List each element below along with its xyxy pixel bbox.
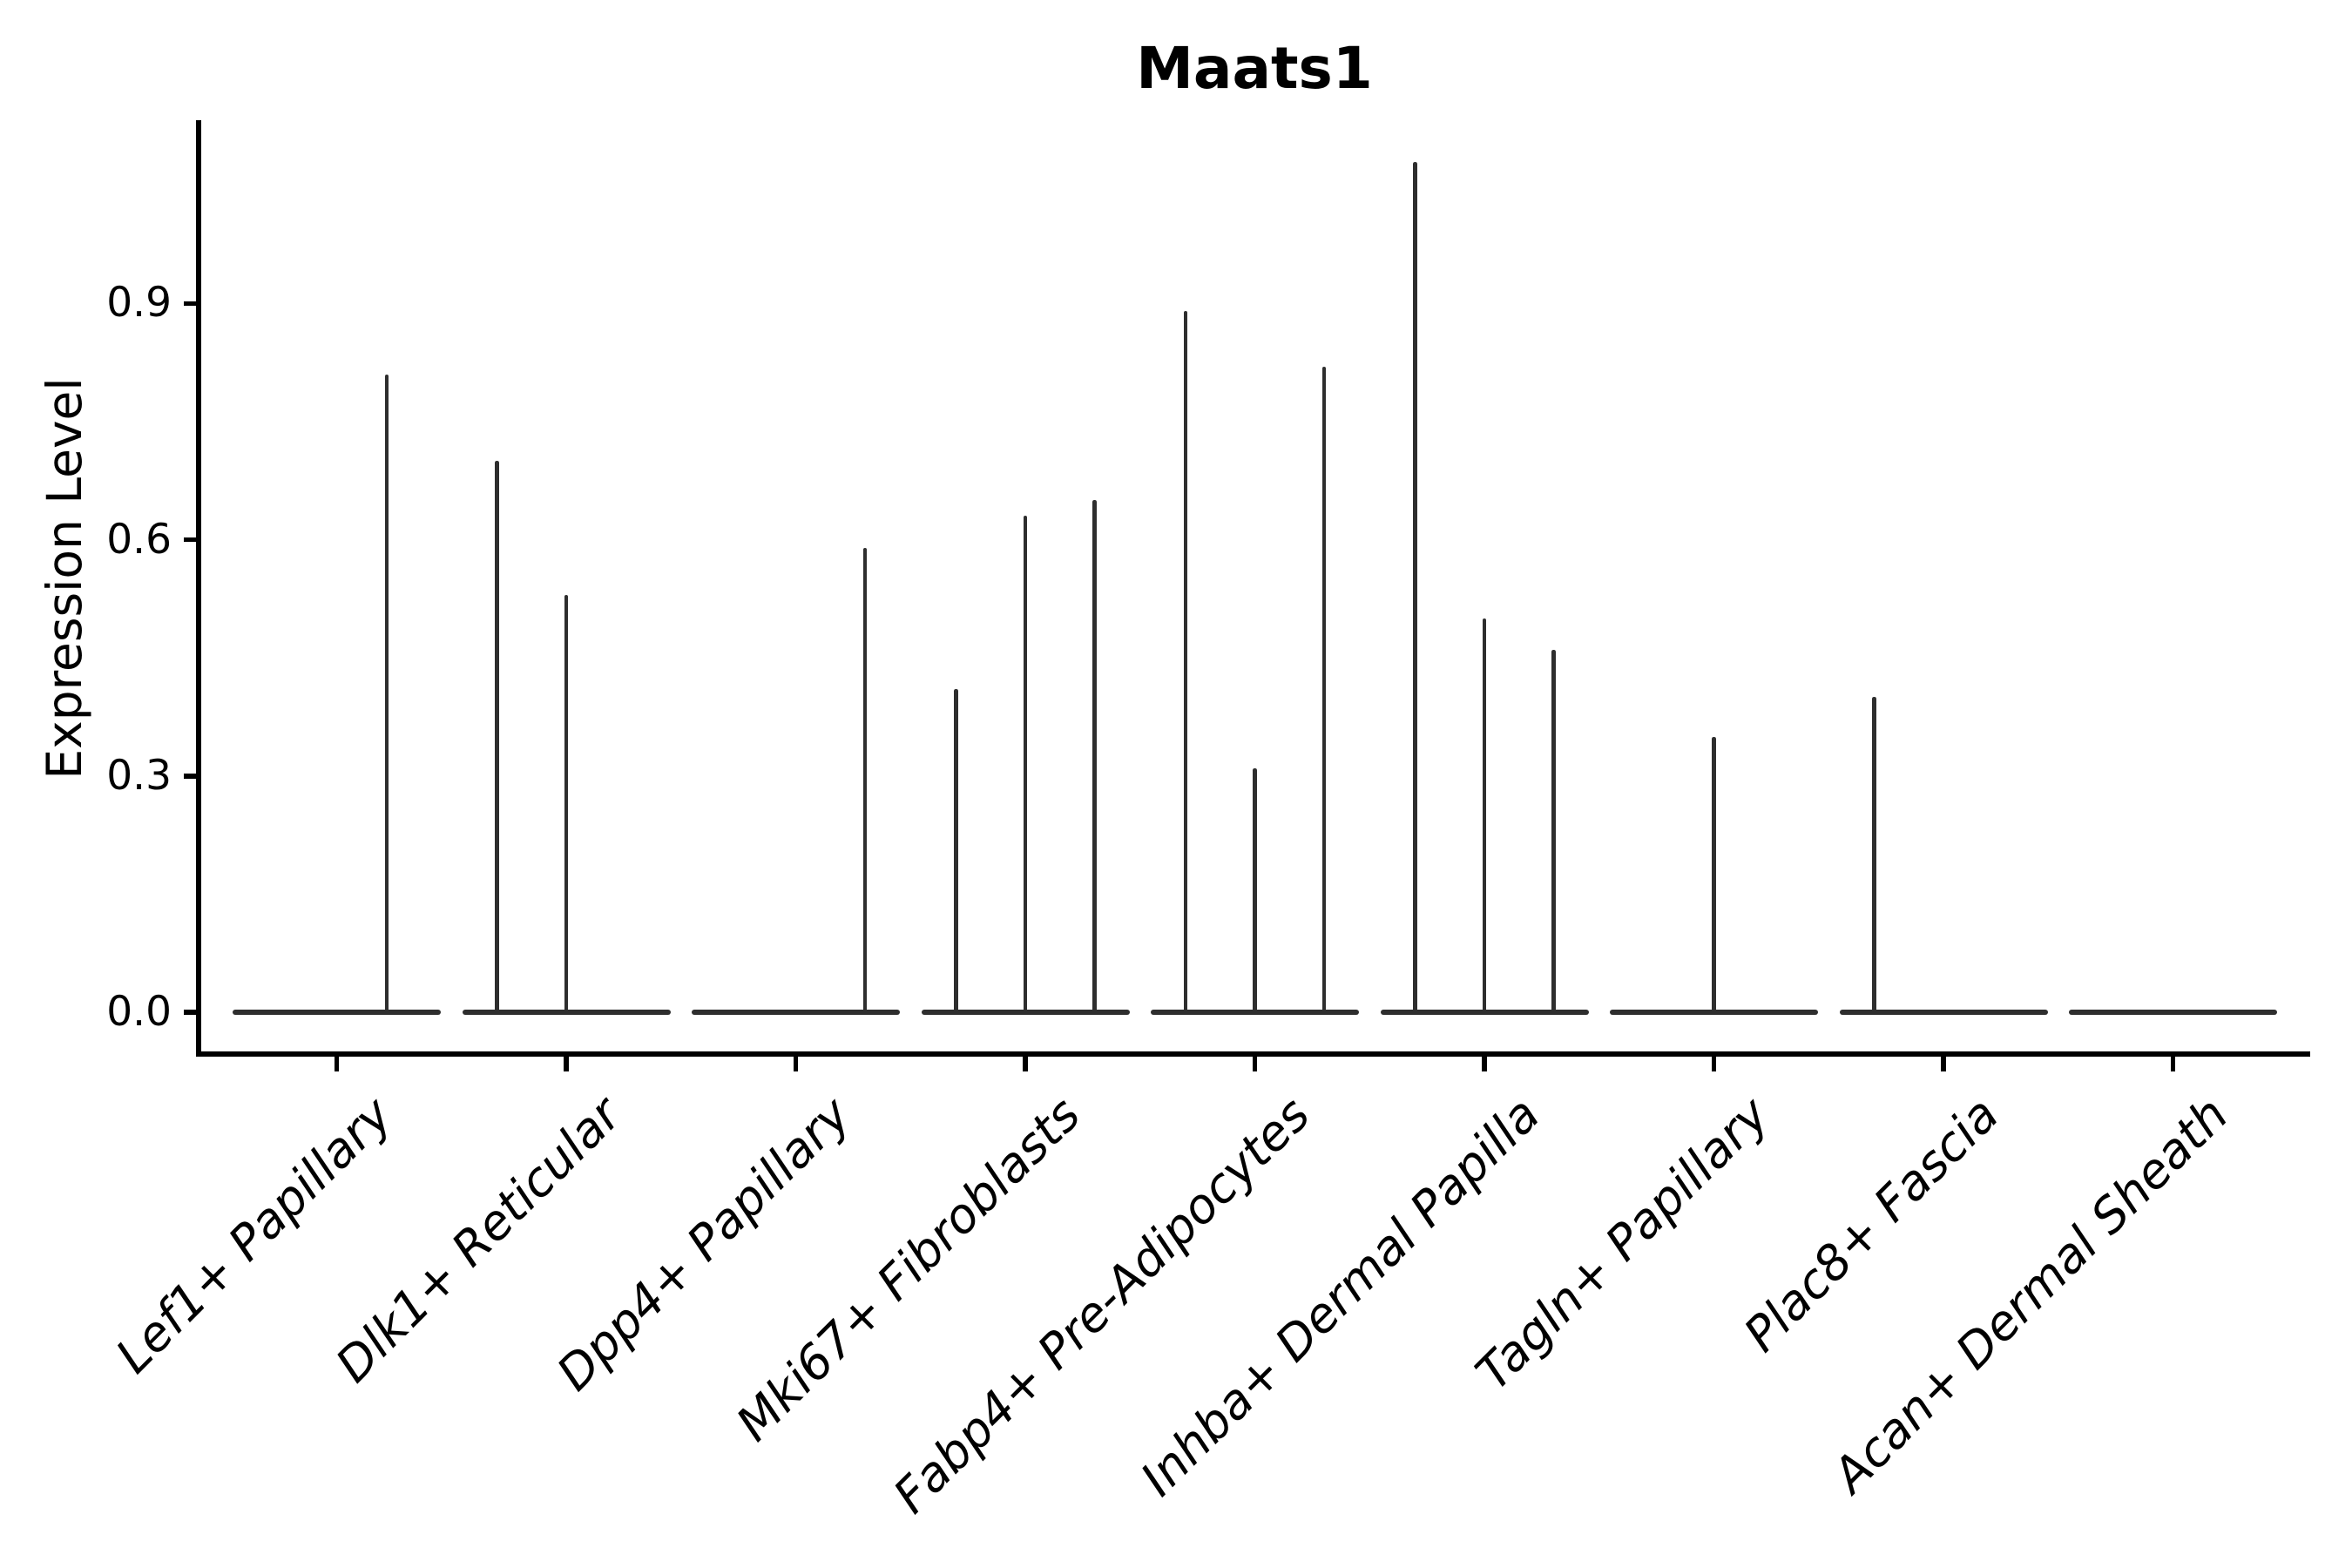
y-tick-label: 0.3 [106,751,172,800]
violin-spike [495,461,499,1014]
violin-baseline [233,1009,441,1016]
y-tick-label: 0.9 [106,279,172,328]
y-tick-mark [184,301,196,307]
x-tick-label: Acan+ Dermal Sheath [1821,1086,2239,1504]
violin-spike [862,547,868,1014]
y-tick-mark [184,537,196,543]
x-tick-mark [1252,1057,1258,1071]
x-tick-mark [564,1057,569,1071]
violin-spike [954,689,958,1014]
y-tick-mark [184,1010,196,1015]
violin-spike [1321,366,1327,1014]
x-tick-mark [793,1057,799,1071]
violin-spike [1712,736,1716,1014]
violin-spike [1413,161,1417,1014]
x-tick-label: Fabp4+ Pre-Adipocytes [882,1086,1321,1524]
y-axis-label: Expression Level [37,377,92,780]
x-tick-mark [1711,1057,1717,1071]
x-tick-mark [334,1057,340,1071]
y-tick-mark [184,774,196,779]
x-tick-mark [1941,1057,1946,1071]
violin-spike [384,374,389,1014]
violin-baseline [692,1009,900,1016]
violin-baseline [1839,1009,2048,1016]
x-tick-mark [1023,1057,1028,1071]
violin-spike [1253,767,1257,1014]
violin-spike [1183,311,1188,1014]
violin-spike [1872,697,1876,1014]
violin-spike [1551,650,1556,1014]
violin-spike [1092,500,1097,1014]
plot-title: Maats1 [1136,35,1373,102]
y-tick-label: 0.0 [106,988,172,1036]
violin-spike [564,594,569,1014]
y-axis-spine [196,120,201,1057]
x-tick-mark [2170,1057,2176,1071]
violin-spike [1482,618,1487,1014]
x-tick-mark [1482,1057,1487,1071]
x-axis-spine [196,1051,2310,1057]
x-tick-label: Inhba+ Dermal Papilla [1129,1086,1551,1507]
y-tick-label: 0.6 [106,515,172,564]
violin-spike [1023,516,1028,1014]
violin-baseline [2069,1009,2277,1016]
